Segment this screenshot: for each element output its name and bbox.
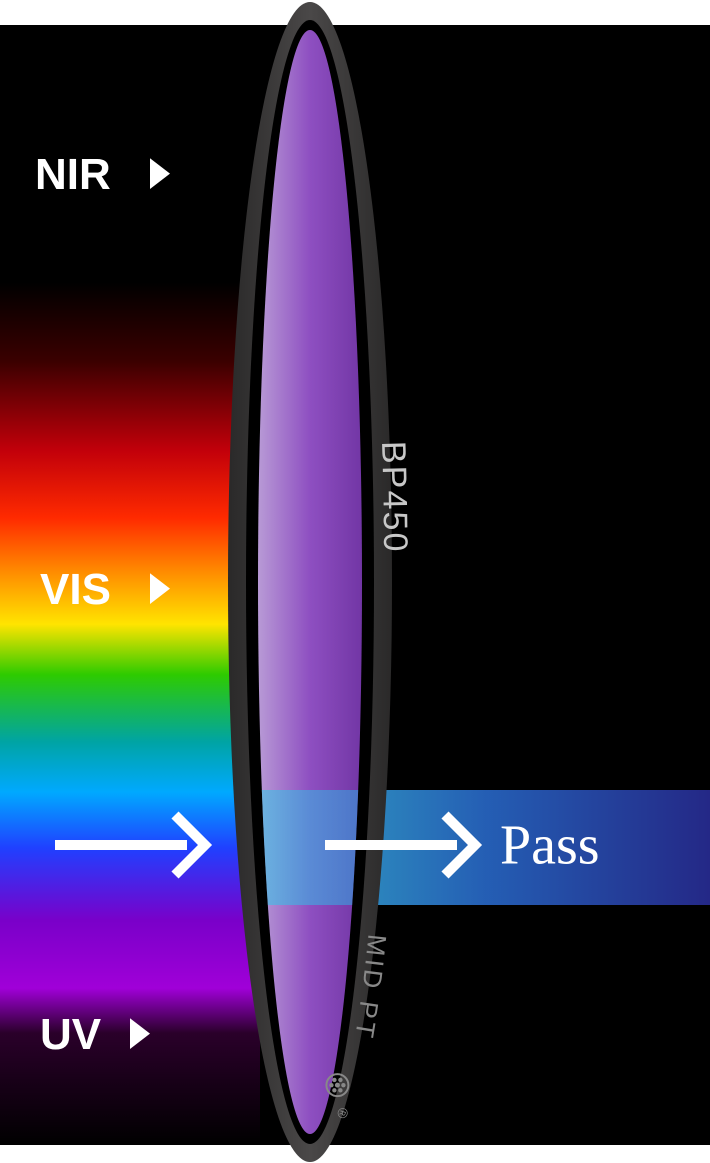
uv-label: UV: [40, 1010, 102, 1059]
lens-glass: [258, 30, 362, 1134]
diagram-stage: NIRVISUVPassBP450MID PT®: [0, 0, 710, 1163]
pass-label: Pass: [500, 815, 600, 877]
vis-label: VIS: [40, 565, 111, 614]
diagram-svg: NIRVISUVPassBP450MID PT®: [0, 0, 710, 1163]
lens-model-label: BP450: [374, 440, 414, 553]
nir-label: NIR: [35, 150, 111, 199]
